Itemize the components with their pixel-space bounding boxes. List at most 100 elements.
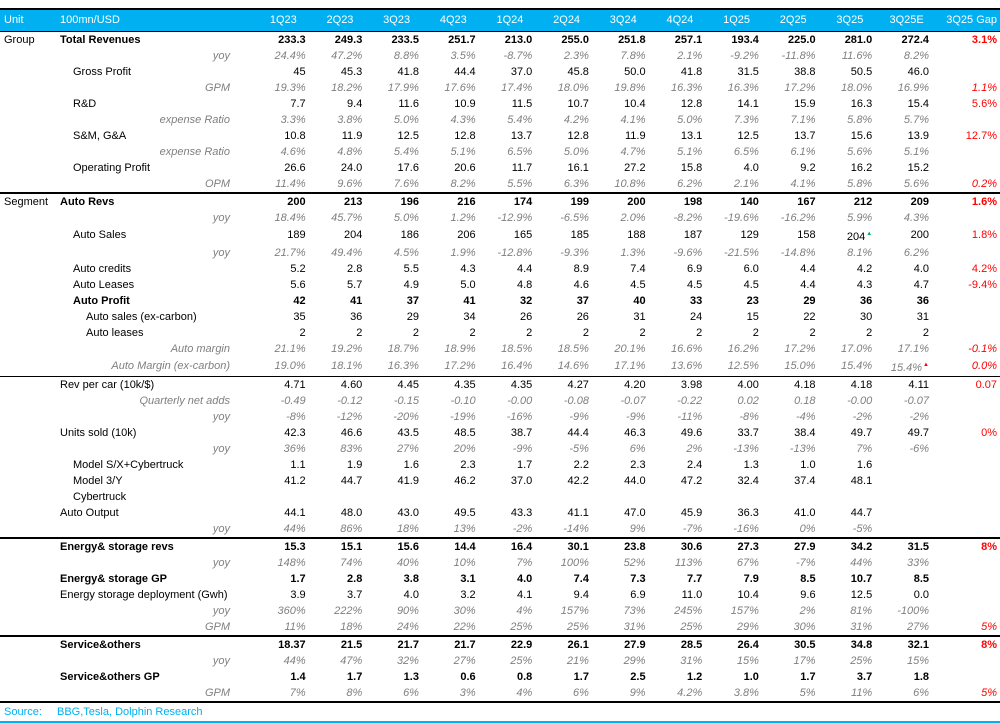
cell-1q23: 44.1	[284, 506, 306, 519]
section-label	[0, 64, 55, 80]
cell-1q25: 0.02	[737, 394, 759, 407]
row-label: yoy	[212, 211, 230, 224]
cell-4q23: 206	[457, 229, 476, 241]
cell-3q25: 4.2	[856, 262, 873, 275]
cell-1q23: 15.3	[255, 536, 312, 555]
cell-4q23: 48.5	[454, 426, 476, 439]
cell-1q25: 26.4	[708, 634, 765, 653]
cell-2q24: 12.8	[567, 129, 589, 142]
row-label: Units sold (10k)	[60, 426, 137, 439]
cell-3q25e: 200	[910, 229, 929, 241]
cell-4q23	[425, 489, 482, 505]
cell-1q24: -16%	[506, 410, 533, 423]
cell-1q24: -9%	[512, 442, 533, 455]
cell-1q25: 157%	[730, 604, 759, 617]
cell-2q24: -9.3%	[560, 246, 589, 259]
cell-2q25: 1.0	[800, 458, 816, 471]
row-label: yoy	[212, 49, 230, 62]
table-row: Auto Profit 42 41 37 41 32 37 40 33 23 29 36 36	[0, 293, 1000, 309]
cell-4q24: 41.8	[680, 65, 703, 78]
cell-3q24: 4.1%	[620, 113, 646, 126]
cell-4q24: 16.3%	[671, 81, 703, 94]
row-label: Auto Profit	[73, 294, 130, 307]
cell-1q25: -16%	[733, 522, 759, 535]
cell-3q25: 81%	[850, 604, 873, 617]
column-header-4q23: 4Q23	[424, 8, 482, 32]
cell-2q23: 47%	[340, 654, 363, 667]
row-label: Auto Output	[60, 506, 119, 519]
section-label	[0, 226, 55, 245]
cell-2q25: 2	[809, 326, 816, 339]
cell-3q25: 25%	[850, 654, 873, 667]
cell-3q25e: 8.2%	[903, 49, 929, 62]
table-row: Model 3/Y 41.2 44.7 41.9 46.2 37.0 42.2 44.0 47.…	[0, 473, 1000, 489]
cell-2q25: 0%	[799, 522, 816, 535]
section-label	[0, 96, 55, 112]
section-label	[0, 473, 55, 489]
cell-3q25: 18.0%	[841, 81, 873, 94]
cell-3q25e	[878, 457, 935, 473]
cell-2q23: 44.7	[340, 474, 363, 487]
cell-3q25e: 33%	[906, 556, 929, 569]
cell-4q24: 1.2	[686, 670, 703, 683]
cell-3q23: -20%	[393, 410, 419, 423]
cell-4q24: 12.8	[680, 97, 703, 110]
cell-3q23: 32%	[396, 654, 419, 667]
column-header-3q25-gap: 3Q25 Gap	[935, 8, 1000, 32]
cell-4q23: -0.10	[450, 394, 476, 407]
cell-3q25e: 4.3%	[903, 211, 929, 224]
cell-1q24: 174	[481, 191, 539, 210]
cell-2q25: -14.8%	[780, 246, 816, 259]
cell-2q25: -16.2%	[780, 211, 816, 224]
row-label: OPM	[204, 177, 230, 190]
cell-4q24: 11.0	[681, 588, 703, 601]
column-header-4q24: 4Q24	[651, 8, 709, 32]
cell-2q23: 46.6	[340, 426, 363, 439]
cell-4q24: -0.22	[677, 394, 703, 407]
cell-3q25: 30	[859, 310, 873, 323]
cell-1q24: 213.0	[504, 33, 533, 46]
table-row: yoy 44% 86% 18% 13% -2% -14% 9% -7% -16% 0% -5%	[0, 521, 1000, 538]
cell-1q23: 21.1%	[274, 342, 306, 355]
cell-2q23: 49.4%	[331, 246, 363, 259]
cell-3q23: 196	[368, 191, 425, 210]
section-label	[0, 457, 55, 473]
table-row: Auto Sales 189 204 186 206 165 185 188 187 129 158…	[0, 226, 1000, 245]
cell-1q25: 23	[746, 294, 759, 307]
section-label	[0, 571, 55, 587]
cell-2q25: 4.18	[764, 375, 822, 393]
cell-4q23: 20.6	[454, 161, 476, 174]
row-label: R&D	[73, 97, 97, 110]
cell-gap	[935, 669, 1000, 685]
cell-3q24: 47.0	[624, 506, 646, 519]
cell-3q24: 2.5	[630, 670, 646, 683]
table-row: Auto Output 44.1 48.0 43.0 49.5 43.3 41.1 47.0 4…	[0, 505, 1000, 521]
row-label: Service&others	[55, 634, 255, 653]
cell-3q25e: 15.4	[907, 97, 929, 110]
cell-3q25e	[878, 473, 935, 489]
section-label	[0, 619, 55, 636]
row-label: Model 3/Y	[73, 474, 123, 487]
cell-2q25: 17.2%	[784, 81, 816, 94]
cell-4q23: 30%	[453, 604, 476, 617]
row-label: Auto Margin (ex-carbon)	[111, 360, 230, 372]
cell-1q25: 16.2%	[727, 342, 759, 355]
cell-gap	[935, 489, 1000, 505]
cell-2q25: 8.5	[800, 572, 816, 585]
cell-1q24: 22.9	[481, 634, 539, 653]
cell-gap	[935, 457, 1000, 473]
table-row: Segment Auto Revs 200 213 196 216 174 199 200 198…	[0, 191, 1000, 210]
table-row: Units sold (10k) 42.3 46.6 43.5 48.5 38.7 44.4…	[0, 425, 1000, 441]
cell-gap	[935, 144, 1000, 160]
cell-4q24: 5.1%	[677, 145, 703, 158]
cell-1q23: 10.8	[284, 129, 306, 142]
cell-1q24: 165	[513, 229, 533, 241]
cell-3q24: 4.7%	[620, 145, 646, 158]
table-row: Group Total Revenues 233.3 249.3 233.5 251.7 2…	[0, 31, 1000, 48]
row-label: yoy	[212, 246, 230, 259]
table-row: Auto Leases 5.6 5.7 4.9 5.0 4.8 4.6 4.5 4.5 4.5 4.…	[0, 277, 1000, 293]
cell-1q23: 189	[287, 229, 306, 241]
cell-4q24: 6.9	[686, 262, 703, 275]
cell-3q24: 7.8%	[620, 49, 646, 62]
cell-1q25: -9.2%	[730, 49, 759, 62]
